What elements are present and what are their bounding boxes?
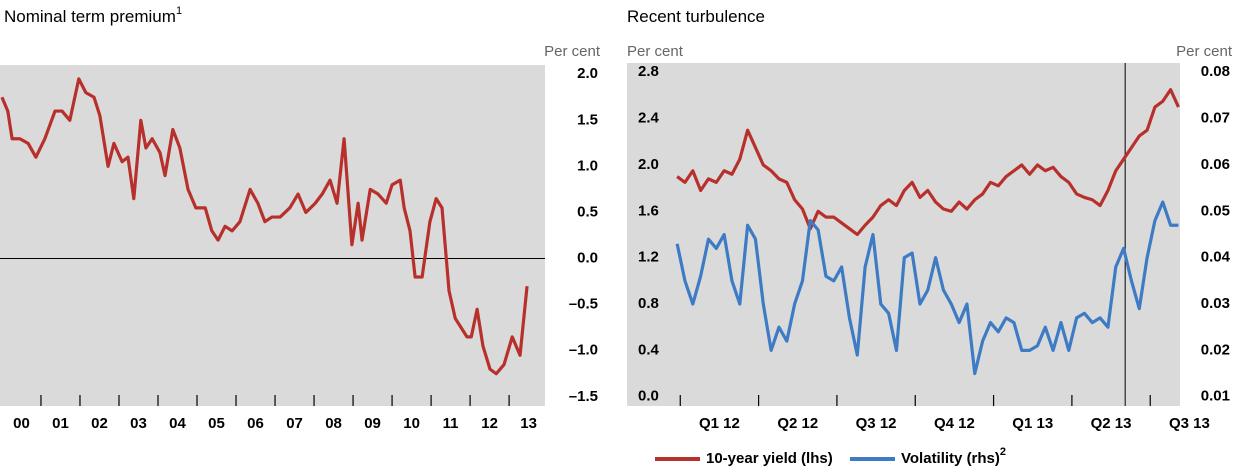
plot-area <box>0 65 545 406</box>
title-text: Nominal term premium <box>4 7 176 26</box>
x-tick-label: 00 <box>13 415 30 432</box>
y-tick-label: 0.0 <box>638 388 659 405</box>
x-tick-label: 09 <box>364 415 381 432</box>
x-tick-label: 06 <box>247 415 264 432</box>
legend-label: 10-year yield (lhs) <box>706 450 833 467</box>
y-tick-label: 2.4 <box>638 110 660 127</box>
y-tick-label: 0.4 <box>638 341 660 358</box>
y-tick-label: 0.8 <box>638 295 659 312</box>
x-tick-label: 03 <box>130 415 147 432</box>
y-tick-label: 0.5 <box>577 203 598 220</box>
x-tick-label: 04 <box>169 415 186 432</box>
y-tick-label: 2.8 <box>638 63 659 80</box>
plot-area <box>627 63 1180 406</box>
chart-title: Recent turbulence <box>627 7 765 26</box>
y-tick-label: 1.0 <box>577 157 598 174</box>
y2-tick-label: 0.08 <box>1201 63 1230 80</box>
x-tick-label: 08 <box>325 415 342 432</box>
legend-label: Volatility (rhs)2 <box>901 446 1006 467</box>
x-tick-label: 07 <box>286 415 303 432</box>
x-tick-label: Q2 13 <box>1091 415 1132 432</box>
legend-text: 10-year yield (lhs) <box>706 450 833 467</box>
y2-tick-label: 0.04 <box>1201 249 1231 266</box>
x-tick-label: 02 <box>91 415 108 432</box>
y-tick-label: 1.6 <box>638 202 659 219</box>
y2-tick-label: 0.01 <box>1201 388 1230 405</box>
title-footnote: 1 <box>176 5 182 17</box>
x-tick-label: Q1 13 <box>1012 415 1053 432</box>
series-line <box>676 88 1180 237</box>
y-tick-label: –0.5 <box>569 296 598 313</box>
x-tick-label: 13 <box>520 415 537 432</box>
y-tick-label: –1.5 <box>569 388 598 405</box>
x-tick-label: Q3 12 <box>856 415 897 432</box>
y2-tick-label: 0.02 <box>1201 341 1230 358</box>
x-tick-label: 11 <box>443 415 459 432</box>
y-tick-label: 2.0 <box>577 65 598 82</box>
legend-text: Volatility (rhs) <box>901 450 1000 467</box>
y-tick-label: –1.0 <box>569 342 598 359</box>
x-tick-label: Q4 12 <box>934 415 975 432</box>
x-tick-label: 10 <box>403 415 420 432</box>
series-line <box>0 77 529 376</box>
title-text: Recent turbulence <box>627 7 765 26</box>
y-axis-unit: Per cent <box>627 43 684 60</box>
y2-tick-label: 0.05 <box>1201 202 1230 219</box>
series-line <box>675 200 1179 376</box>
y-axis-unit: Per cent <box>544 43 601 60</box>
x-tick-label: 05 <box>208 415 225 432</box>
y-tick-label: 2.0 <box>638 156 659 173</box>
y2-tick-label: 0.06 <box>1201 156 1230 173</box>
y-tick-label: 1.5 <box>577 111 598 128</box>
x-tick-label: 01 <box>52 415 69 432</box>
x-tick-label: 12 <box>481 415 498 432</box>
x-tick-label: Q2 12 <box>777 415 818 432</box>
x-tick-label: Q1 12 <box>699 415 740 432</box>
y-tick-label: 0.0 <box>577 250 598 267</box>
x-tick-label: Q3 13 <box>1169 415 1210 432</box>
y2-tick-label: 0.03 <box>1201 295 1230 312</box>
y2-tick-label: 0.07 <box>1201 110 1230 127</box>
chart-title: Nominal term premium1 <box>4 5 182 27</box>
y-tick-label: 1.2 <box>638 249 659 266</box>
y2-axis-unit: Per cent <box>1176 43 1233 60</box>
legend-footnote: 2 <box>1000 446 1006 458</box>
